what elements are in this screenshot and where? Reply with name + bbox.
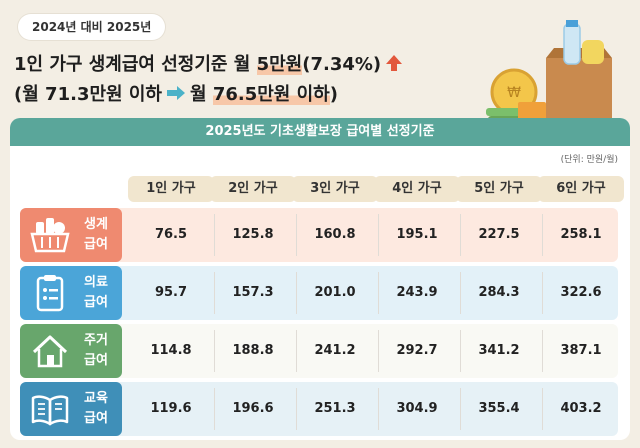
column-header: 2인 가구: [210, 176, 296, 202]
column-divider: [378, 388, 379, 430]
table-cell: 95.7: [154, 285, 188, 300]
headline-line-1: 1인 가구 생계급여 선정기준 월 5만원(7.34%): [14, 50, 403, 76]
house-icon: [32, 335, 68, 368]
headline-text-a: 1인 가구 생계급여 선정기준 월: [14, 54, 257, 75]
headline-increase-percent: (7.34%): [302, 54, 382, 75]
unit-label: (단위: 만원/월): [560, 155, 618, 165]
table-cell: 160.8: [314, 227, 356, 242]
column-header: 1인 가구: [128, 176, 214, 202]
year-comparison-pill: 2024년 대비 2025년: [18, 14, 166, 40]
table-cell: 227.5: [478, 227, 520, 242]
column-header: 5인 가구: [456, 176, 542, 202]
table-cell: 322.6: [560, 285, 602, 300]
benefit-table-panel: 2025년도 기초생활보장 급여별 선정기준 (단위: 만원/월) 1인 가구 …: [10, 118, 630, 440]
table-cell: 258.1: [560, 227, 602, 242]
shopping-basket-icon: [30, 218, 70, 253]
column-divider: [460, 330, 461, 372]
table-cell: 125.8: [232, 227, 274, 242]
headline-month-label: 월: [189, 84, 213, 105]
table-cell: 241.2: [314, 343, 356, 358]
column-divider: [542, 388, 543, 430]
table-cell: 387.1: [560, 343, 602, 358]
column-divider: [214, 272, 215, 314]
table-cell: 251.3: [314, 401, 356, 416]
open-book-icon: [31, 395, 69, 426]
column-divider: [214, 388, 215, 430]
table-cell: 403.2: [560, 401, 602, 416]
label-line-1: 생계: [84, 217, 108, 232]
label-line-2: 급여: [84, 411, 108, 426]
headline-close-paren: ): [329, 84, 338, 105]
column-divider: [296, 330, 297, 372]
column-divider: [296, 388, 297, 430]
chart-title: 2025년도 기초생활보장 급여별 선정기준: [10, 118, 630, 146]
column-divider: [460, 388, 461, 430]
label-line-2: 급여: [84, 237, 108, 252]
column-divider: [542, 272, 543, 314]
column-divider: [460, 214, 461, 256]
column-divider: [296, 272, 297, 314]
table-cell: 292.7: [396, 343, 438, 358]
headline-new-value: 76.5만원 이하: [212, 84, 330, 105]
table-cell: 201.0: [314, 285, 356, 300]
column-header: 4인 가구: [374, 176, 460, 202]
table-cell: 157.3: [232, 285, 274, 300]
column-divider: [214, 330, 215, 372]
svg-text:₩: ₩: [507, 85, 521, 101]
table-cell: 76.5: [154, 227, 188, 242]
label-line-1: 교육: [84, 391, 108, 406]
table-cell: 195.1: [396, 227, 438, 242]
column-divider: [378, 330, 379, 372]
table-cell: 304.9: [396, 401, 438, 416]
column-divider: [542, 330, 543, 372]
table-cell: 119.6: [150, 401, 192, 416]
label-line-1: 의료: [84, 275, 108, 290]
label-line-2: 급여: [84, 353, 108, 368]
column-divider: [460, 272, 461, 314]
table-cell: 243.9: [396, 285, 438, 300]
label-line-2: 급여: [84, 295, 108, 310]
table-cell: 341.2: [478, 343, 520, 358]
column-header: 6인 가구: [538, 176, 624, 202]
column-divider: [214, 214, 215, 256]
groceries-and-coins-illustration: ₩: [486, 20, 612, 124]
table-cell: 284.3: [478, 285, 520, 300]
headline-increase-amount: 5만원: [256, 54, 303, 75]
grocery-bag-shape: [546, 58, 612, 124]
table-cell: 196.6: [232, 401, 274, 416]
arrow-up-icon: [386, 55, 403, 71]
column-divider: [378, 214, 379, 256]
column-divider: [378, 272, 379, 314]
table-cell: 188.8: [232, 343, 274, 358]
table-cell: 355.4: [478, 401, 520, 416]
column-divider: [542, 214, 543, 256]
column-header: 3인 가구: [292, 176, 378, 202]
medical-clipboard-icon: [36, 275, 64, 312]
headline-previous-value: (월 71.3만원 이하: [14, 84, 162, 105]
headline-line-2: (월 71.3만원 이하 월 76.5만원 이하): [14, 80, 338, 106]
label-line-1: 주거: [84, 333, 108, 348]
arrow-right-icon: [166, 86, 185, 100]
table-cell: 114.8: [150, 343, 192, 358]
column-divider: [296, 214, 297, 256]
